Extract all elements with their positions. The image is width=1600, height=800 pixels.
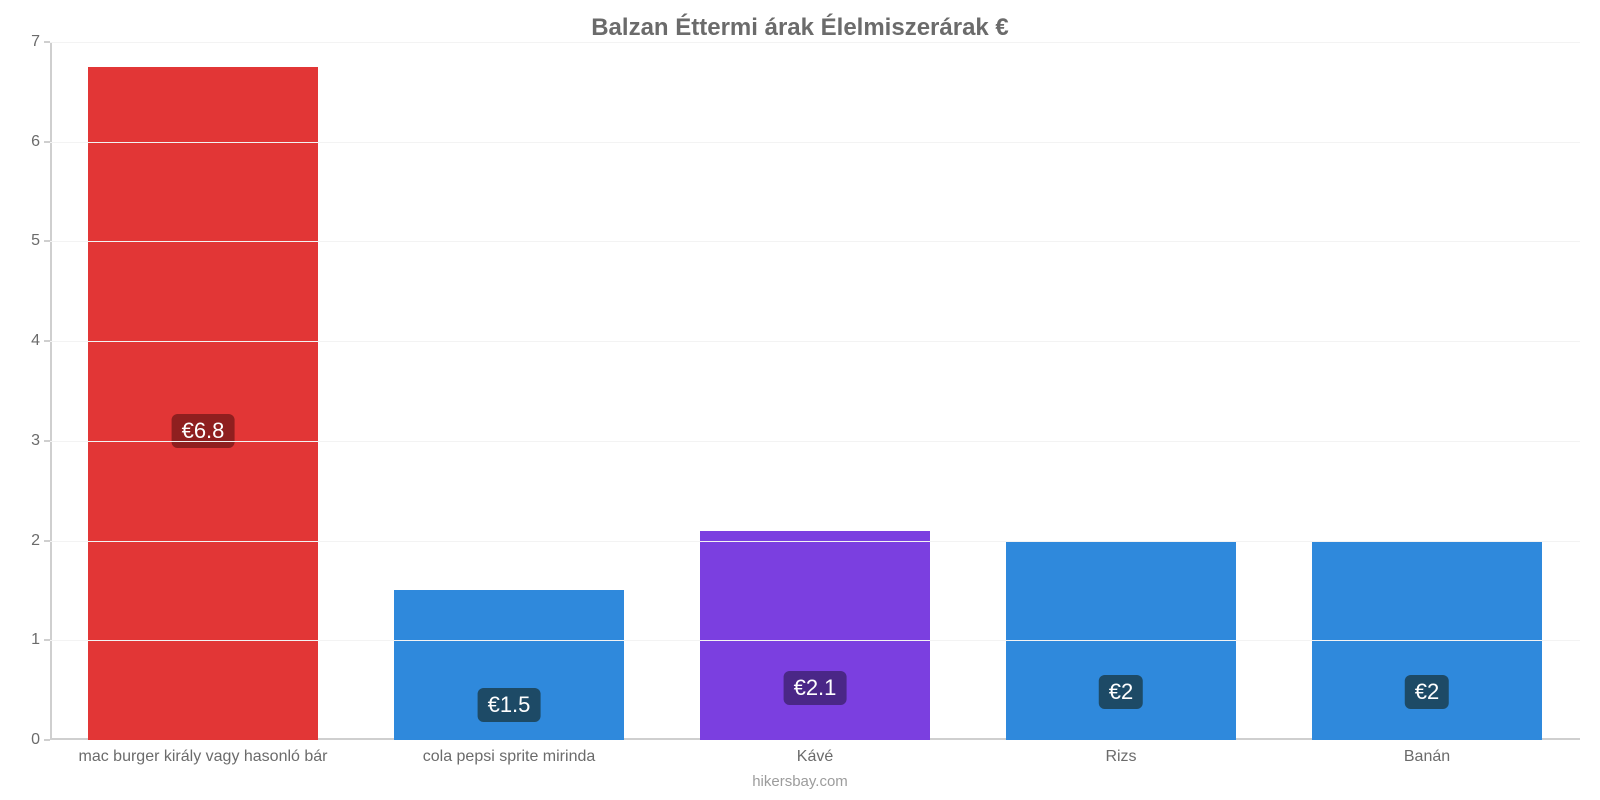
bar: €6.8 bbox=[88, 67, 318, 740]
value-badge: €1.5 bbox=[478, 688, 541, 722]
bar: €2.1 bbox=[700, 531, 930, 740]
x-tick-label: cola pepsi sprite mirinda bbox=[423, 748, 596, 766]
bar: €1.5 bbox=[394, 590, 624, 740]
x-tick-label: Banán bbox=[1404, 748, 1450, 766]
value-badge: €2 bbox=[1405, 675, 1449, 709]
value-badge: €2 bbox=[1099, 675, 1143, 709]
gridline bbox=[50, 441, 1580, 442]
x-tick-label: mac burger király vagy hasonló bár bbox=[78, 748, 327, 766]
y-tick-label: 3 bbox=[31, 432, 50, 450]
gridline bbox=[50, 341, 1580, 342]
gridline bbox=[50, 241, 1580, 242]
chart-container: Balzan Éttermi árak Élelmiszerárak € €6.… bbox=[0, 0, 1600, 800]
value-badge: €6.8 bbox=[172, 414, 235, 448]
x-tick-label: Kávé bbox=[797, 748, 833, 766]
y-tick-label: 5 bbox=[31, 232, 50, 250]
y-tick-label: 1 bbox=[31, 631, 50, 649]
gridline bbox=[50, 541, 1580, 542]
plot-area: €6.8mac burger király vagy hasonló bár€1… bbox=[50, 42, 1580, 740]
y-tick-label: 2 bbox=[31, 532, 50, 550]
gridline bbox=[50, 640, 1580, 641]
y-tick-label: 6 bbox=[31, 133, 50, 151]
value-badge: €2.1 bbox=[784, 671, 847, 705]
y-tick-label: 0 bbox=[31, 731, 50, 749]
y-tick-label: 7 bbox=[31, 33, 50, 51]
x-tick-label: Rizs bbox=[1105, 748, 1136, 766]
bars-layer: €6.8mac burger király vagy hasonló bár€1… bbox=[50, 42, 1580, 740]
y-tick-label: 4 bbox=[31, 332, 50, 350]
credit-text: hikersbay.com bbox=[0, 773, 1600, 790]
gridline bbox=[50, 42, 1580, 43]
gridline bbox=[50, 142, 1580, 143]
chart-title: Balzan Éttermi árak Élelmiszerárak € bbox=[20, 14, 1580, 42]
